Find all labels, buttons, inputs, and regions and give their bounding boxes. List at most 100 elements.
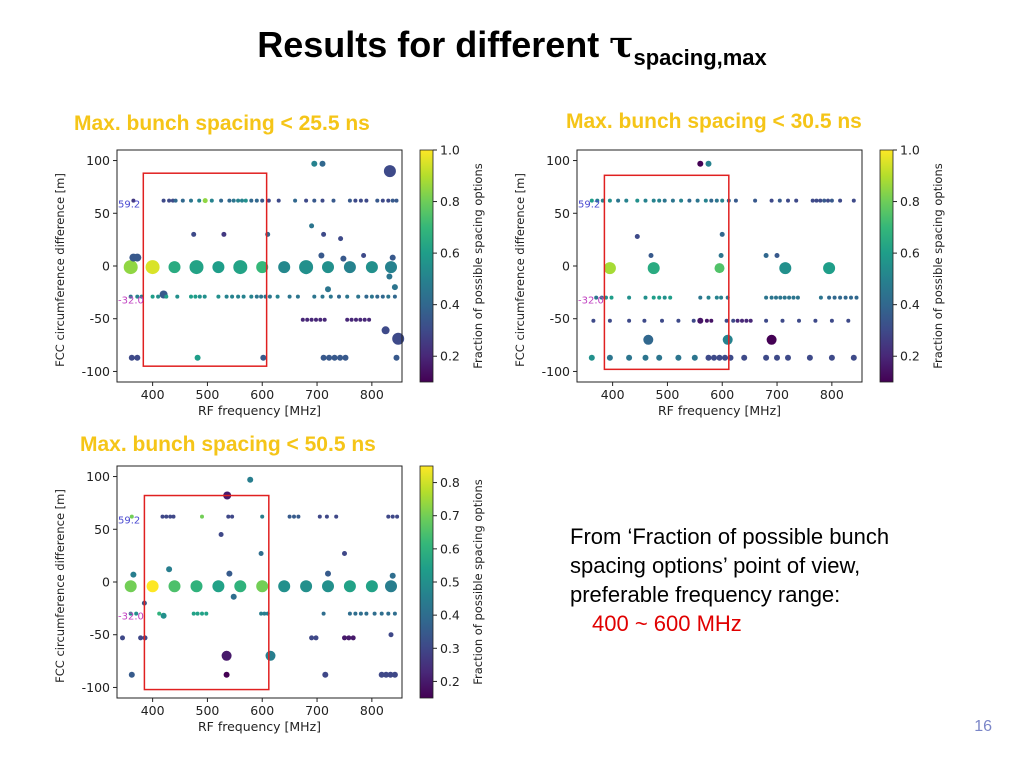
- data-point: [740, 318, 744, 323]
- data-point: [128, 611, 133, 616]
- data-point: [309, 317, 314, 322]
- colorbar-tick-label: 0.2: [440, 349, 460, 364]
- slide-title-subscript: spacing,max: [633, 45, 767, 70]
- data-point: [389, 254, 396, 261]
- data-point: [714, 295, 719, 300]
- colorbar-tick-label: 0.4: [440, 297, 460, 312]
- data-point: [353, 611, 358, 616]
- data-point: [243, 198, 248, 203]
- data-point: [236, 294, 241, 299]
- data-point: [265, 650, 276, 661]
- y-axis-label: FCC circumference difference [m]: [513, 173, 527, 367]
- data-point: [711, 354, 717, 361]
- data-point: [317, 514, 322, 519]
- data-point: [249, 294, 254, 299]
- data-point: [129, 514, 134, 519]
- data-point: [221, 650, 232, 661]
- data-point: [260, 354, 267, 361]
- data-point: [851, 198, 856, 203]
- data-point: [321, 611, 326, 616]
- data-point: [643, 334, 654, 345]
- data-point: [167, 198, 172, 203]
- y-tick-label: -50: [90, 311, 110, 326]
- data-point: [724, 318, 729, 323]
- data-point: [311, 160, 318, 167]
- data-point: [854, 295, 859, 300]
- data-point: [375, 294, 380, 299]
- data-point: [367, 317, 372, 322]
- data-point: [318, 252, 325, 259]
- data-point: [651, 198, 656, 203]
- data-point: [379, 611, 384, 616]
- data-point: [626, 354, 633, 361]
- colorbar-tick-label: 0.4: [440, 608, 460, 623]
- data-point: [787, 295, 792, 300]
- data-point: [843, 295, 848, 300]
- data-point: [697, 317, 704, 324]
- data-point: [302, 266, 311, 275]
- colorbar-tick-label: 0.8: [900, 194, 920, 209]
- data-point: [128, 671, 135, 678]
- data-point: [231, 198, 236, 203]
- data-point: [390, 514, 395, 519]
- data-point: [386, 198, 391, 203]
- y-tick-label: 100: [546, 153, 570, 168]
- conclusion-line-3: preferable frequency range:: [570, 582, 841, 607]
- data-point: [607, 198, 612, 203]
- data-point: [164, 294, 169, 299]
- data-point: [123, 260, 138, 275]
- data-point: [145, 260, 160, 275]
- data-point: [675, 354, 682, 361]
- data-point: [254, 198, 259, 203]
- highlight-box: [603, 174, 730, 371]
- data-point: [703, 198, 708, 203]
- data-point: [320, 354, 327, 361]
- data-point: [706, 295, 711, 300]
- data-point: [259, 611, 264, 616]
- data-point: [259, 294, 264, 299]
- data-point: [157, 611, 162, 616]
- data-point: [194, 354, 201, 361]
- data-point: [846, 318, 851, 323]
- data-point: [603, 262, 616, 275]
- data-point: [810, 198, 815, 203]
- data-point: [642, 354, 649, 361]
- data-point: [120, 635, 125, 641]
- data-point: [791, 295, 796, 300]
- colorbar: [419, 149, 434, 383]
- conclusion-line-2: spacing options’ point of view,: [570, 553, 861, 578]
- data-point: [818, 295, 823, 300]
- data-point: [318, 317, 323, 322]
- data-points: [588, 160, 859, 361]
- colorbar-label: Fraction of possible spacing options: [471, 163, 485, 369]
- data-point: [202, 294, 207, 299]
- y-tick-label: 0: [102, 575, 110, 590]
- data-point: [709, 198, 714, 203]
- data-point: [635, 198, 640, 203]
- data-point: [164, 514, 169, 519]
- data-point: [160, 514, 165, 519]
- data-point: [735, 318, 740, 323]
- colorbar-tick-label: 1.0: [440, 143, 460, 158]
- data-point: [309, 223, 315, 229]
- data-point: [326, 354, 333, 361]
- data-point: [827, 295, 832, 300]
- colorbar-tick-label: 0.7: [440, 508, 460, 523]
- data-point: [168, 580, 181, 593]
- data-point: [325, 570, 331, 577]
- data-point: [381, 326, 390, 335]
- data-point: [278, 580, 291, 593]
- colorbar-tick-label: 0.4: [900, 297, 920, 312]
- data-point: [256, 261, 269, 274]
- data-point: [822, 198, 827, 203]
- data-point: [850, 354, 857, 361]
- data-point: [260, 514, 265, 519]
- conclusion-text: From ‘Fraction of possible bunch spacing…: [570, 522, 889, 638]
- x-tick-label: 600: [250, 387, 274, 402]
- colorbar-tick-label: 0.8: [440, 475, 460, 490]
- data-point: [823, 262, 836, 275]
- data-point: [607, 318, 612, 323]
- data-point: [778, 295, 783, 300]
- data-point: [643, 198, 648, 203]
- data-point: [262, 611, 267, 616]
